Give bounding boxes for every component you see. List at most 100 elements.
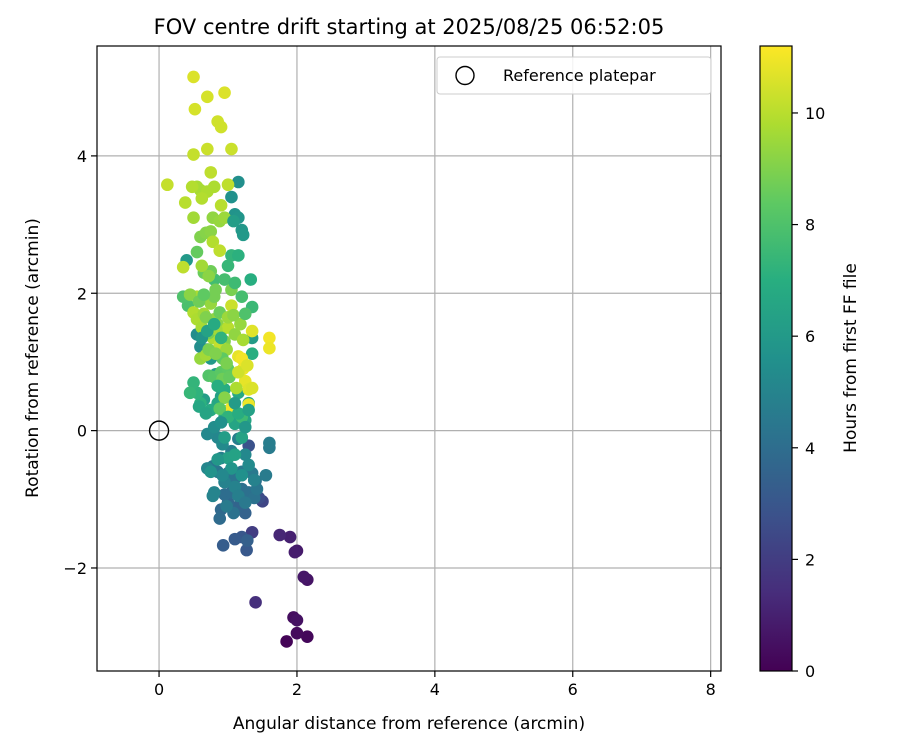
data-point xyxy=(201,91,214,104)
colorbar-tick-label: 6 xyxy=(805,327,815,346)
data-point xyxy=(222,178,235,191)
data-point xyxy=(246,382,259,395)
legend-entry-label: Reference platepar xyxy=(503,66,656,85)
data-point xyxy=(239,421,252,434)
data-point xyxy=(235,469,248,482)
data-point xyxy=(263,342,276,355)
data-point xyxy=(263,437,276,450)
data-point xyxy=(161,178,174,191)
data-point xyxy=(229,397,242,410)
data-point xyxy=(225,143,238,156)
data-point xyxy=(246,325,259,338)
data-point xyxy=(225,191,238,204)
data-point xyxy=(187,148,200,161)
data-point xyxy=(204,466,217,479)
data-point xyxy=(222,259,235,272)
data-point xyxy=(200,407,213,420)
data-point xyxy=(220,357,233,370)
data-point xyxy=(213,244,226,257)
data-point xyxy=(218,86,231,99)
data-point xyxy=(215,416,228,429)
data-point xyxy=(237,334,250,347)
x-axis-ticks: 0 2 4 6 8 xyxy=(154,671,716,699)
data-point xyxy=(229,533,242,546)
colorbar-tick-label: 0 xyxy=(805,662,815,681)
y-tick-label: 4 xyxy=(77,147,87,166)
data-point xyxy=(291,614,304,627)
data-point xyxy=(242,459,255,472)
y-tick-label: −2 xyxy=(63,559,87,578)
data-point xyxy=(184,387,197,400)
colorbar-tick-label: 4 xyxy=(805,439,815,458)
data-point xyxy=(239,496,252,509)
x-axis-label: Angular distance from reference (arcmin) xyxy=(233,714,585,734)
data-point xyxy=(204,166,217,179)
y-axis-label: Rotation from reference (arcmin) xyxy=(23,218,43,498)
data-point xyxy=(196,259,209,272)
colorbar-ticks: 0 2 4 6 8 10 xyxy=(792,104,825,681)
data-point xyxy=(249,596,262,609)
y-tick-label: 0 xyxy=(77,422,87,441)
data-point xyxy=(229,448,242,461)
data-point xyxy=(208,180,221,193)
x-tick-label: 2 xyxy=(292,680,302,699)
data-point xyxy=(291,627,304,640)
data-point xyxy=(218,431,231,444)
data-point xyxy=(216,469,229,482)
data-point xyxy=(198,288,211,301)
data-point xyxy=(235,290,248,303)
x-tick-label: 6 xyxy=(568,680,578,699)
data-point xyxy=(227,215,240,228)
data-point xyxy=(201,143,214,156)
data-point xyxy=(187,71,200,84)
chart-figure: FOV centre drift starting at 2025/08/25 … xyxy=(0,0,900,750)
colorbar-tick-label: 8 xyxy=(805,216,815,235)
data-point xyxy=(229,277,242,290)
plot-frame xyxy=(97,46,721,671)
data-point xyxy=(239,308,252,321)
y-axis-ticks: −2 0 2 4 xyxy=(63,147,97,578)
colorbar-gradient xyxy=(760,46,792,671)
data-point xyxy=(213,512,226,525)
x-tick-label: 4 xyxy=(430,680,440,699)
data-point xyxy=(215,332,228,345)
data-point xyxy=(207,490,220,503)
data-point xyxy=(273,529,286,542)
colorbar-label: Hours from first FF file xyxy=(841,263,861,453)
data-point xyxy=(237,229,250,242)
data-point xyxy=(298,571,311,584)
data-point xyxy=(211,380,224,393)
data-point xyxy=(187,211,200,224)
colorbar-tick-label: 2 xyxy=(805,550,815,569)
x-tick-label: 0 xyxy=(154,680,164,699)
data-point xyxy=(196,192,209,205)
data-point xyxy=(232,249,245,262)
data-point xyxy=(220,500,233,513)
colorbar-tick-label: 10 xyxy=(805,104,825,123)
data-point xyxy=(241,359,254,372)
data-point xyxy=(186,180,199,193)
data-point xyxy=(248,474,261,487)
data-point xyxy=(230,382,243,395)
data-point xyxy=(260,469,273,482)
data-point xyxy=(179,196,192,209)
data-point xyxy=(211,453,224,466)
y-tick-label: 2 xyxy=(77,284,87,303)
data-point xyxy=(289,546,302,559)
data-point xyxy=(189,103,202,116)
grid-lines xyxy=(97,46,721,671)
data-point xyxy=(217,539,230,552)
data-point xyxy=(215,199,228,212)
data-point xyxy=(215,121,228,134)
data-point xyxy=(202,270,215,283)
data-point xyxy=(177,261,190,274)
data-point xyxy=(244,273,257,286)
data-point xyxy=(242,404,255,417)
data-point xyxy=(191,246,204,259)
chart-title: FOV centre drift starting at 2025/08/25 … xyxy=(154,15,665,39)
scatter-chart: FOV centre drift starting at 2025/08/25 … xyxy=(0,0,900,750)
data-point xyxy=(208,318,221,331)
data-points xyxy=(161,71,314,648)
data-point xyxy=(241,534,254,547)
data-point xyxy=(209,347,222,360)
